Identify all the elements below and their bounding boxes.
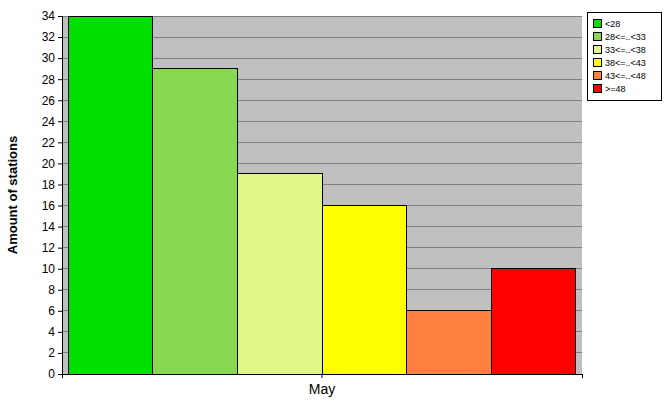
legend-swatch xyxy=(593,71,601,79)
legend-entry: 28<=..<33 xyxy=(593,32,646,42)
x-tick-mark xyxy=(322,374,323,378)
y-tick-label: 0 xyxy=(48,367,55,381)
y-tick-mark xyxy=(58,58,62,59)
y-tick-mark xyxy=(58,269,62,270)
y-tick-mark xyxy=(58,142,62,143)
y-tick: 34 xyxy=(42,9,62,23)
y-tick: 30 xyxy=(42,51,62,65)
y-tick: 4 xyxy=(48,325,62,339)
y-tick-mark xyxy=(58,374,62,375)
y-tick-mark xyxy=(58,206,62,207)
plot-background xyxy=(62,16,582,374)
chart: 0246810121416182022242628303234MayAmount… xyxy=(0,0,667,415)
legend-entry: >=48 xyxy=(593,84,626,94)
y-tick-label: 14 xyxy=(42,220,56,234)
bars xyxy=(68,16,576,374)
bar xyxy=(407,311,492,374)
x-axis-line xyxy=(63,375,583,379)
y-tick-label: 12 xyxy=(42,241,56,255)
y-tick-label: 28 xyxy=(42,73,56,87)
grid xyxy=(62,16,582,374)
legend-swatch xyxy=(593,84,601,92)
legend-entry: 33<=..<38 xyxy=(593,45,646,55)
y-tick-mark xyxy=(58,16,62,17)
y-tick-label: 16 xyxy=(42,199,56,213)
y-tick-mark xyxy=(58,311,62,312)
y-tick: 26 xyxy=(42,94,62,108)
y-tick-mark xyxy=(58,332,62,333)
y-tick-mark xyxy=(58,100,62,101)
y-tick: 14 xyxy=(42,220,62,234)
plot: 0246810121416182022242628303234May xyxy=(42,9,583,396)
legend-label: 38<=..<43 xyxy=(605,58,646,68)
y-tick: 28 xyxy=(42,73,62,87)
y-tick: 22 xyxy=(42,136,62,150)
y-tick: 18 xyxy=(42,178,62,192)
bar xyxy=(322,206,407,374)
y-tick: 10 xyxy=(42,262,62,276)
y-tick: 12 xyxy=(42,241,62,255)
x-tick: May xyxy=(309,374,335,397)
y-tick-mark xyxy=(58,37,62,38)
x-tick-label: May xyxy=(309,381,335,397)
y-tick-label: 32 xyxy=(42,30,56,44)
y-axis-title: Amount of stations xyxy=(5,136,20,254)
y-tick-label: 6 xyxy=(48,304,55,318)
legend-label: 28<=..<33 xyxy=(605,32,646,42)
legend-entry: 43<=..<48 xyxy=(593,71,646,81)
y-tick: 16 xyxy=(42,199,62,213)
y-tick-label: 26 xyxy=(42,94,56,108)
legend-entry: <28 xyxy=(593,19,620,29)
y-tick-label: 34 xyxy=(42,9,56,23)
y-tick-label: 30 xyxy=(42,51,56,65)
y-tick-mark xyxy=(58,79,62,80)
bar xyxy=(153,69,238,374)
y-tick-label: 10 xyxy=(42,262,56,276)
bar xyxy=(491,269,576,374)
legend-entry: 38<=..<43 xyxy=(593,58,646,68)
bar xyxy=(237,174,322,374)
legend-label: <28 xyxy=(605,19,620,29)
y-tick: 0 xyxy=(48,367,62,381)
y-tick-mark xyxy=(58,227,62,228)
y-tick: 20 xyxy=(42,157,62,171)
legend-swatch xyxy=(593,19,601,27)
y-axis-line xyxy=(58,17,63,375)
y-tick-mark xyxy=(58,184,62,185)
y-tick-mark xyxy=(58,290,62,291)
y-tick-label: 24 xyxy=(42,115,56,129)
legend-swatch xyxy=(593,32,601,40)
legend-label: 33<=..<38 xyxy=(605,45,646,55)
bar xyxy=(68,16,153,374)
y-tick: 24 xyxy=(42,115,62,129)
y-tick-mark xyxy=(58,353,62,354)
legend-label: >=48 xyxy=(605,84,626,94)
y-tick-mark xyxy=(58,163,62,164)
y-axis: 0246810121416182022242628303234 xyxy=(42,9,63,381)
y-tick: 2 xyxy=(48,346,62,360)
y-tick: 32 xyxy=(42,30,62,44)
y-tick-label: 8 xyxy=(48,283,55,297)
legend-label: 43<=..<48 xyxy=(605,71,646,81)
legend-swatch xyxy=(593,45,601,53)
y-tick-label: 20 xyxy=(42,157,56,171)
legend-swatch xyxy=(593,58,601,66)
y-tick-label: 18 xyxy=(42,178,56,192)
y-tick-mark xyxy=(58,248,62,249)
y-tick-label: 2 xyxy=(48,346,55,360)
y-tick-label: 22 xyxy=(42,136,56,150)
y-tick-label: 4 xyxy=(48,325,55,339)
legend: <28 28<=..<33 33<=..<38 38<=..<43 43<=..<48 >… xyxy=(587,12,661,100)
legend-box xyxy=(587,12,661,100)
y-tick: 8 xyxy=(48,283,62,297)
x-axis: May xyxy=(63,374,583,397)
y-tick-mark xyxy=(58,121,62,122)
y-tick: 6 xyxy=(48,304,62,318)
